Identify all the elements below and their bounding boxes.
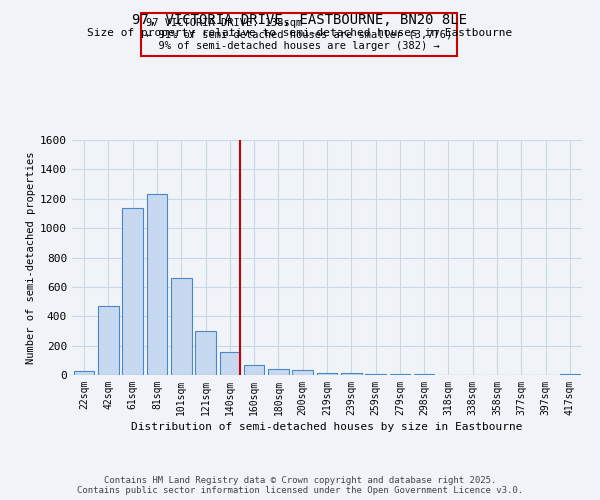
Text: 97, VICTORIA DRIVE, EASTBOURNE, BN20 8LE: 97, VICTORIA DRIVE, EASTBOURNE, BN20 8LE [133, 12, 467, 26]
Bar [220, 352, 240, 375]
Bar [414, 374, 434, 375]
Bar [292, 370, 313, 375]
Bar [146, 194, 167, 375]
Bar [341, 373, 362, 375]
Bar [244, 364, 265, 375]
Bar [98, 306, 119, 375]
Bar [74, 372, 94, 375]
Y-axis label: Number of semi-detached properties: Number of semi-detached properties [26, 151, 36, 364]
Bar [365, 374, 386, 375]
Bar [122, 208, 143, 375]
Text: Size of property relative to semi-detached houses in Eastbourne: Size of property relative to semi-detach… [88, 28, 512, 38]
Text: 97 VICTORIA DRIVE: 138sqm
← 91% of semi-detached houses are smaller (3,776)
  9%: 97 VICTORIA DRIVE: 138sqm ← 91% of semi-… [146, 18, 452, 51]
Text: Contains HM Land Registry data © Crown copyright and database right 2025.
Contai: Contains HM Land Registry data © Crown c… [77, 476, 523, 495]
Bar [317, 373, 337, 375]
Bar [560, 374, 580, 375]
Bar [389, 374, 410, 375]
Bar [195, 331, 216, 375]
Bar [171, 278, 191, 375]
X-axis label: Distribution of semi-detached houses by size in Eastbourne: Distribution of semi-detached houses by … [131, 422, 523, 432]
Bar [268, 370, 289, 375]
